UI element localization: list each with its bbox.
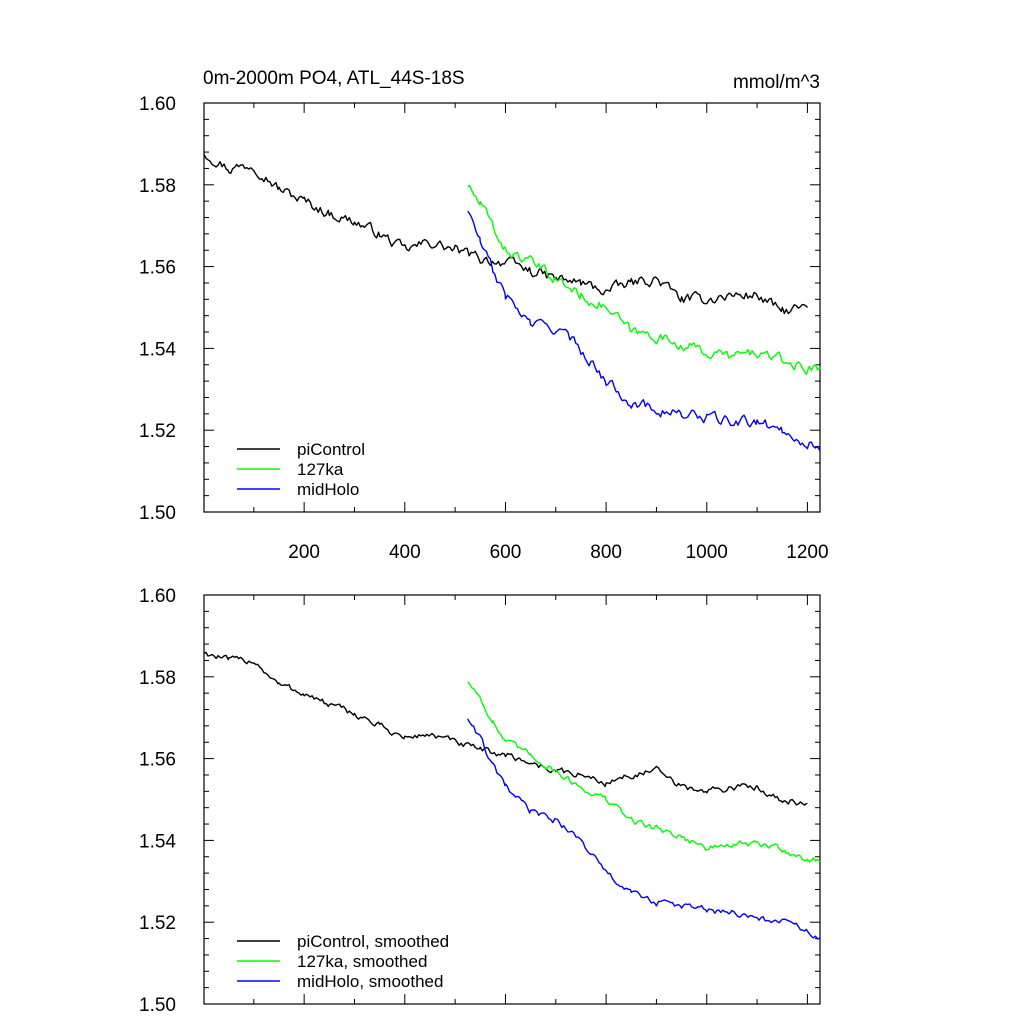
plot-frame — [203, 594, 821, 1005]
chart-title: 0m-2000m PO4, ATL_44S-18S — [203, 68, 465, 89]
legend-label: 127ka, smoothed — [297, 952, 427, 971]
legend-label: piControl, smoothed — [297, 932, 449, 951]
y-tick-label: 1.52 — [139, 913, 176, 934]
y-tick-label: 1.60 — [139, 586, 176, 607]
y-tick-label: 1.50 — [139, 995, 176, 1016]
y-tick-label: 1.58 — [139, 668, 176, 689]
plot-frame — [203, 102, 821, 513]
series-line-picontrol — [203, 651, 808, 806]
x-tick-label: 1000 — [686, 542, 728, 563]
y-tick-label: 1.54 — [139, 831, 176, 852]
y-tick-label: 1.60 — [139, 94, 176, 115]
series-line-picontrol — [203, 153, 808, 315]
units-label: mmol/m^3 — [733, 72, 820, 93]
legend-label: 127ka — [297, 460, 344, 479]
bottom-panel: 1.50 1.52 1.54 1.56 1.58 1.60 piControl, smoot… — [139, 586, 821, 1016]
x-tick-label: 600 — [490, 542, 522, 563]
y-tick-label: 1.50 — [139, 503, 176, 524]
series-line-127ka — [467, 681, 821, 863]
y-tick-label: 1.56 — [139, 258, 176, 279]
x-tick-label: 800 — [590, 542, 622, 563]
legend-label: midHolo, smoothed — [297, 972, 443, 991]
series-line-midholo — [467, 210, 821, 451]
legend-label: midHolo — [297, 480, 359, 499]
legend-label: piControl — [297, 440, 365, 459]
series-line-midholo — [467, 718, 821, 940]
y-tick-label: 1.54 — [139, 339, 176, 360]
y-tick-label: 1.56 — [139, 750, 176, 771]
x-tick-label: 1200 — [786, 542, 828, 563]
top-panel: 1.50 1.52 1.54 1.56 1.58 1.60 200 400 600 800 1000… — [139, 94, 829, 563]
y-tick-label: 1.52 — [139, 421, 176, 442]
series-line-127ka — [467, 184, 821, 376]
x-tick-label: 400 — [389, 542, 421, 563]
y-tick-label: 1.58 — [139, 176, 176, 197]
x-tick-label: 200 — [288, 542, 320, 563]
